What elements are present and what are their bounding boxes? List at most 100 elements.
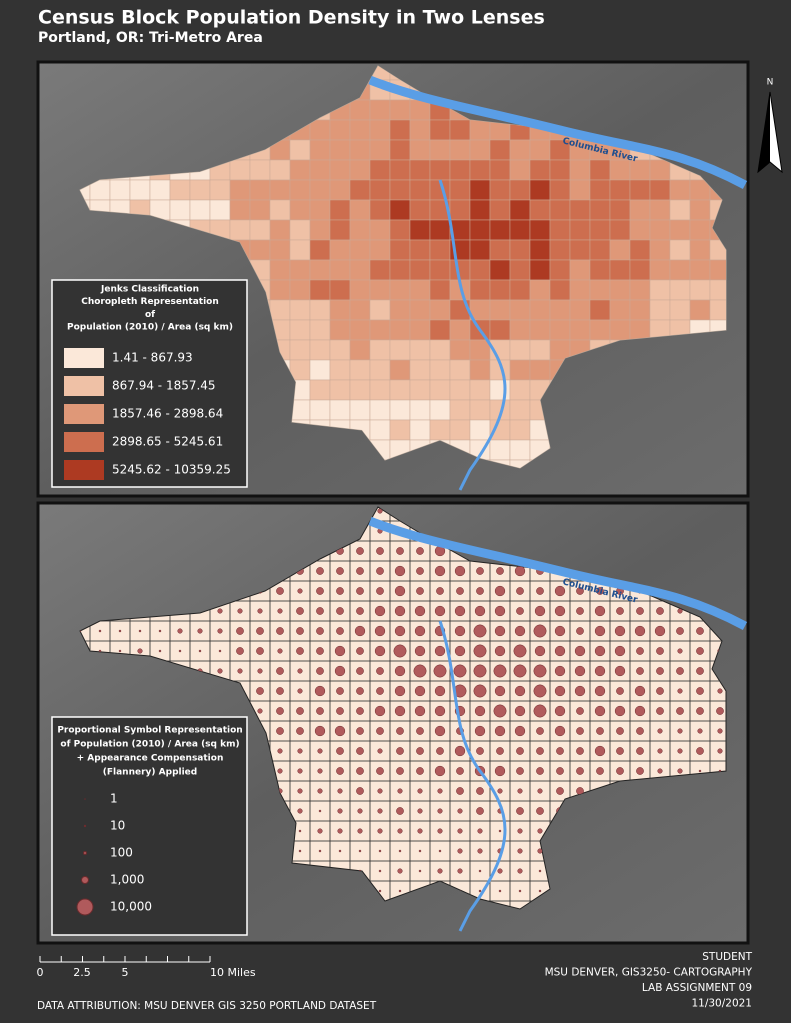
- population-symbol: [297, 668, 303, 674]
- population-symbol: [396, 807, 404, 815]
- population-symbol: [297, 588, 303, 594]
- population-symbol: [316, 627, 324, 635]
- census-block: [529, 299, 551, 321]
- population-symbol: [337, 788, 343, 794]
- census-block: [409, 359, 431, 381]
- population-symbol: [533, 624, 547, 638]
- census-block: [429, 419, 451, 441]
- legend-symbol: [84, 798, 86, 800]
- census-block: [469, 359, 491, 381]
- census-block: [569, 199, 591, 221]
- population-symbol: [354, 625, 366, 637]
- census-block: [349, 199, 371, 221]
- census-block: [349, 259, 371, 281]
- census-block: [369, 159, 391, 181]
- census-block: [509, 199, 531, 221]
- census-block: [469, 259, 491, 281]
- census-block: [309, 199, 331, 221]
- population-symbol: [376, 587, 384, 595]
- population-symbol: [513, 664, 527, 678]
- census-block: [449, 199, 471, 221]
- census-block: [509, 359, 531, 381]
- population-symbol: [256, 687, 264, 695]
- legend-title: Population (2010) / Area (sq km): [67, 323, 233, 333]
- population-symbol: [474, 605, 486, 617]
- credit-line: STUDENT: [702, 951, 752, 963]
- population-symbol: [494, 585, 506, 597]
- population-symbol: [297, 808, 303, 814]
- census-block: [689, 219, 711, 241]
- population-symbol: [676, 707, 684, 715]
- census-block: [389, 319, 411, 341]
- census-block: [509, 339, 531, 361]
- census-block: [449, 139, 471, 161]
- legend-label: 1: [110, 792, 118, 806]
- population-symbol: [414, 625, 426, 637]
- population-symbol: [696, 687, 704, 695]
- census-block: [529, 239, 551, 261]
- census-block: [289, 139, 311, 161]
- census-block: [329, 299, 351, 321]
- population-symbol: [416, 727, 424, 735]
- credit-line: LAB ASSIGNMENT 09: [642, 982, 752, 994]
- population-symbol: [456, 787, 464, 795]
- census-block: [469, 239, 491, 261]
- attribution: DATA ATTRIBUTION: MSU DENVER GIS 3250 PO…: [37, 1000, 377, 1012]
- census-block: [449, 379, 471, 401]
- census-block: [469, 199, 491, 221]
- population-symbol: [334, 645, 346, 657]
- census-block: [309, 179, 331, 201]
- census-block: [649, 159, 671, 181]
- population-symbol: [514, 565, 526, 577]
- census-block: [689, 199, 711, 221]
- population-symbol: [316, 567, 324, 575]
- census-block: [349, 239, 371, 261]
- census-block: [329, 339, 351, 361]
- census-block: [689, 259, 711, 281]
- population-symbol: [434, 645, 446, 657]
- census-block: [269, 199, 291, 221]
- census-block: [529, 319, 551, 341]
- population-symbol: [473, 624, 487, 638]
- population-symbol: [316, 587, 324, 595]
- census-block: [409, 139, 431, 161]
- census-block: [489, 900, 511, 909]
- census-block: [649, 179, 671, 201]
- census-block: [509, 259, 531, 281]
- census-block: [529, 219, 551, 241]
- census-block: [369, 319, 391, 341]
- scale-label: 10 Miles: [210, 966, 256, 979]
- census-block: [289, 279, 311, 301]
- census-block: [309, 159, 331, 181]
- census-block: [509, 459, 531, 468]
- population-symbol: [316, 607, 324, 615]
- population-symbol: [594, 745, 606, 757]
- population-symbol: [478, 889, 482, 893]
- population-symbol: [614, 645, 626, 657]
- population-symbol: [514, 705, 526, 717]
- population-symbol: [494, 625, 506, 637]
- population-symbol: [456, 767, 464, 775]
- census-block: [229, 179, 251, 201]
- population-symbol: [514, 725, 526, 737]
- population-symbol: [537, 828, 543, 834]
- legend-title: (Flannery) Applied: [103, 768, 197, 778]
- population-symbol: [416, 587, 424, 595]
- population-symbol: [576, 707, 584, 715]
- population-symbol: [218, 649, 222, 653]
- census-block: [289, 299, 311, 321]
- population-symbol: [374, 645, 386, 657]
- census-block: [449, 339, 471, 361]
- population-symbol: [456, 587, 464, 595]
- census-block: [629, 199, 651, 221]
- census-block: [429, 219, 451, 241]
- population-symbol: [257, 608, 263, 614]
- population-symbol: [493, 704, 507, 718]
- census-block: [449, 399, 471, 421]
- population-symbol: [417, 788, 423, 794]
- population-symbol: [393, 644, 407, 658]
- population-symbol: [497, 868, 503, 874]
- census-block: [369, 379, 391, 401]
- population-symbol: [594, 665, 606, 677]
- population-symbol: [276, 667, 284, 675]
